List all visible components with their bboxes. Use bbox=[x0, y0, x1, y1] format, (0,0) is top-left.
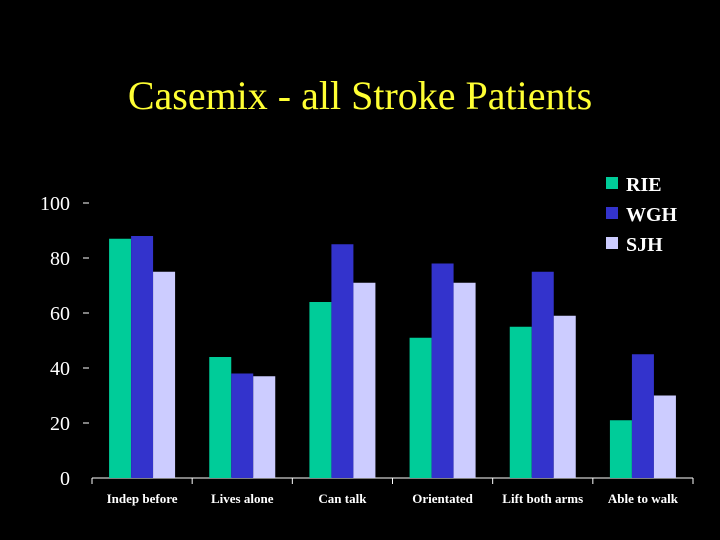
legend-swatch-wgh bbox=[606, 207, 618, 219]
bar-wgh-2 bbox=[231, 373, 254, 478]
legend-label-rie: RIE bbox=[626, 174, 662, 196]
chart-bars bbox=[109, 236, 676, 478]
x-tick-label: Lift both arms bbox=[502, 491, 583, 506]
chart-title: Casemix - all Stroke Patients bbox=[127, 73, 593, 118]
y-tick-label: 100 bbox=[40, 193, 70, 215]
bar-sjh-4 bbox=[453, 282, 476, 478]
bar-wgh-4 bbox=[431, 263, 454, 478]
chart-legend: RIE WGH SJH bbox=[606, 174, 678, 256]
y-axis-ticks: 0 20 40 60 80 100 bbox=[40, 193, 89, 490]
bar-rie-5 bbox=[509, 326, 532, 478]
bar-rie-1 bbox=[109, 238, 132, 478]
x-tick-label: Can talk bbox=[318, 491, 367, 506]
x-tick-label: Orientated bbox=[412, 491, 473, 506]
bar-sjh-2 bbox=[253, 376, 276, 478]
y-tick-label: 80 bbox=[50, 248, 70, 270]
bar-sjh-1 bbox=[153, 271, 176, 478]
bar-rie-3 bbox=[309, 302, 332, 478]
bar-rie-6 bbox=[609, 420, 632, 478]
bar-wgh-3 bbox=[331, 244, 354, 478]
bar-wgh-5 bbox=[531, 271, 554, 478]
y-tick-label: 40 bbox=[50, 358, 70, 380]
y-tick-label: 20 bbox=[50, 413, 70, 435]
x-tick-label: Indep before bbox=[107, 491, 178, 506]
legend-label-sjh: SJH bbox=[626, 234, 663, 256]
bar-sjh-5 bbox=[553, 315, 576, 478]
bar-rie-2 bbox=[209, 357, 232, 478]
y-tick-label: 60 bbox=[50, 303, 70, 325]
x-axis-ticks: Indep before Lives alone Can talk Orientate… bbox=[91, 478, 694, 506]
legend-swatch-rie bbox=[606, 177, 618, 189]
bar-sjh-3 bbox=[353, 282, 376, 478]
y-tick-label: 0 bbox=[60, 468, 70, 490]
bar-rie-4 bbox=[409, 337, 432, 478]
bar-wgh-6 bbox=[631, 354, 654, 478]
legend-swatch-sjh bbox=[606, 237, 618, 249]
legend-label-wgh: WGH bbox=[626, 204, 678, 226]
x-tick-label: Able to walk bbox=[608, 491, 679, 506]
x-tick-label: Lives alone bbox=[211, 491, 274, 506]
bar-wgh-1 bbox=[131, 236, 154, 478]
bar-sjh-6 bbox=[653, 395, 676, 478]
